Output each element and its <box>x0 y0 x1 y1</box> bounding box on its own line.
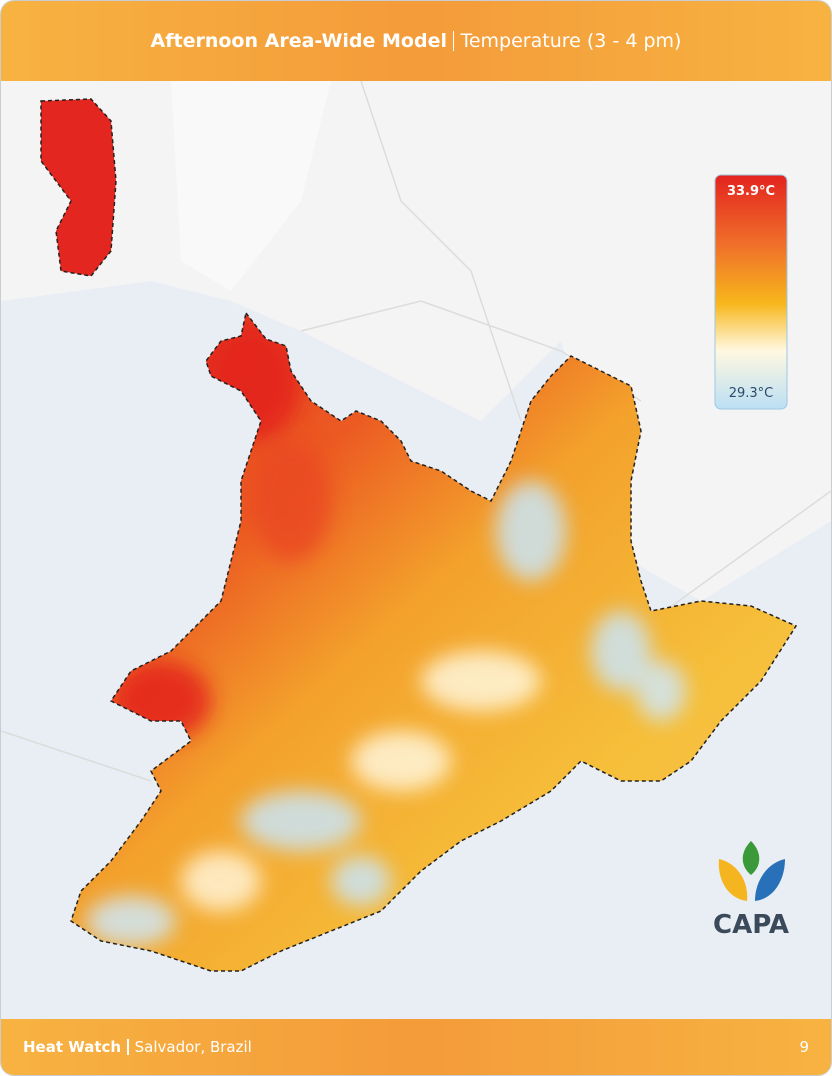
page-number: 9 <box>799 1038 809 1056</box>
logo-text: CAPA <box>713 910 789 940</box>
header: Afternoon Area-Wide Model Temperature (3… <box>1 1 831 81</box>
legend: 33.9°C 29.3°C <box>714 174 788 410</box>
logo: CAPA <box>713 841 789 940</box>
footer: Heat Watch Salvador, Brazil 9 <box>1 1019 831 1075</box>
legend-min: 29.3°C <box>729 386 774 401</box>
separator <box>127 1039 129 1055</box>
footer-subtitle: Salvador, Brazil <box>134 1038 252 1056</box>
legend-bar <box>714 174 788 410</box>
footer-title: Heat Watch <box>23 1038 122 1056</box>
land <box>171 81 331 291</box>
island <box>40 98 117 277</box>
legend-max: 33.9°C <box>727 184 775 199</box>
map: 33.9°C 29.3°C CAPA <box>1 81 831 972</box>
header-title: Afternoon Area-Wide Model <box>150 30 447 52</box>
separator <box>452 31 455 51</box>
header-subtitle: Temperature (3 - 4 pm) <box>460 30 682 52</box>
